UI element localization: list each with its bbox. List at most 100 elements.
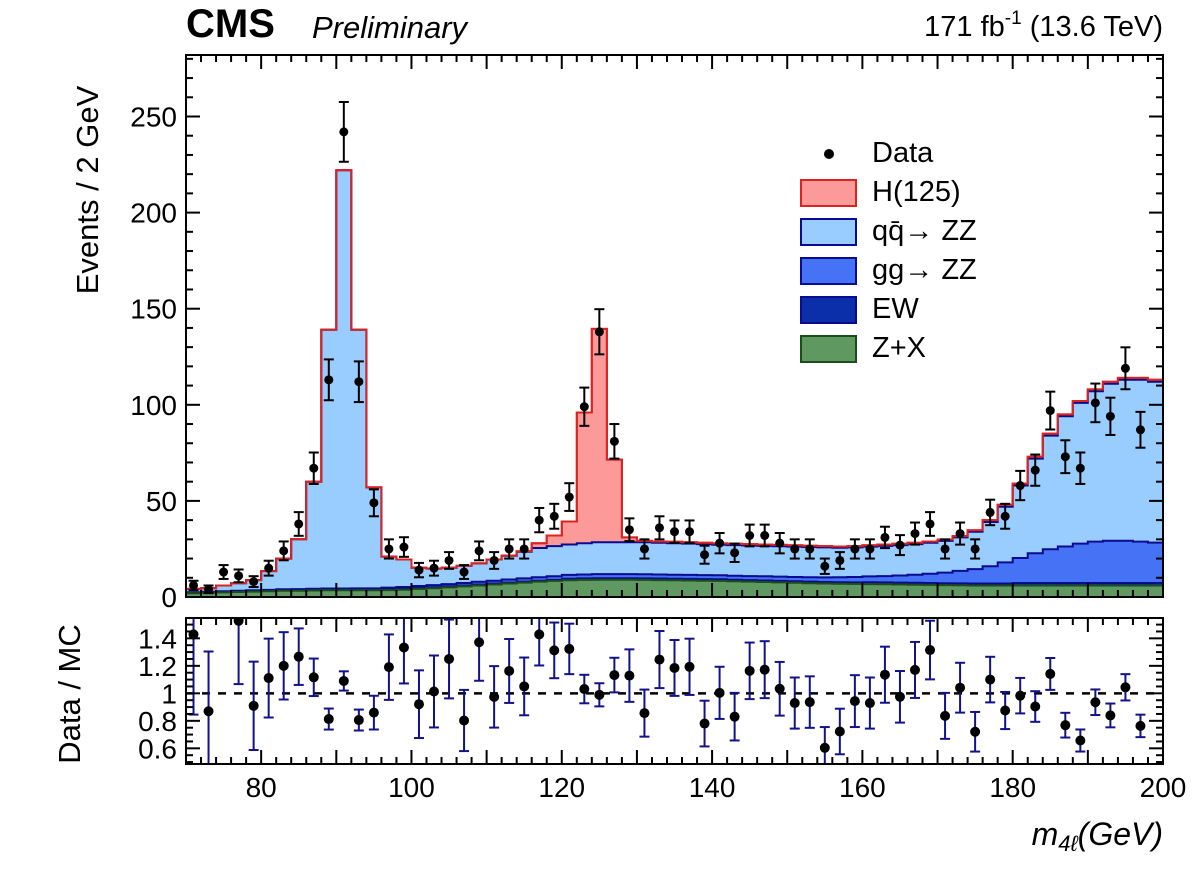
data-point	[1090, 398, 1100, 408]
data-point	[670, 527, 679, 537]
data-point	[609, 436, 619, 446]
ratio-point	[398, 642, 409, 653]
ratio-point	[925, 645, 936, 656]
main-frame	[185, 54, 1164, 598]
data-point	[204, 584, 214, 594]
ratio-point	[909, 664, 920, 675]
legend-item-2: qq̄→ ZZ	[800, 212, 977, 251]
data-point	[234, 571, 244, 581]
ratio-y-tick-label: 1.4	[138, 623, 177, 654]
data-point	[549, 511, 559, 521]
legend-swatch	[800, 178, 857, 207]
ratio-point	[639, 708, 650, 719]
data-point	[880, 532, 890, 542]
data-point	[429, 563, 439, 573]
ratio-point	[1030, 701, 1041, 712]
data-point	[489, 555, 499, 565]
ratio-y-tick-label: 1.2	[138, 651, 177, 682]
ratio-point	[429, 686, 440, 697]
ratio-point	[579, 684, 590, 695]
ratio-point	[759, 664, 770, 675]
tick-labels: 0 50 100 150 200 250 0.60.811.21.4 80 100 120 140 1…	[130, 102, 1186, 803]
ratio-y-tick-label: 0.6	[138, 733, 177, 764]
ratio-point	[879, 669, 890, 680]
ratio-point	[1075, 735, 1086, 746]
main-y-tick-label: 0	[161, 582, 177, 613]
ratio-point	[669, 662, 680, 673]
ratio-point	[1105, 710, 1116, 721]
ratio-frame	[185, 617, 1164, 765]
data-point	[219, 567, 229, 577]
main-panel	[186, 169, 1163, 597]
main-y-tick-label: 200	[130, 198, 177, 229]
ratio-point	[248, 700, 259, 711]
ratio-point	[1015, 690, 1026, 701]
data-point	[399, 542, 409, 552]
legend-item-0: Data	[800, 134, 977, 173]
ratio-point	[729, 711, 740, 722]
ratio-y-tick-label: 1	[161, 678, 177, 709]
ratio-point	[263, 673, 274, 684]
data-point	[564, 492, 574, 502]
ratio-point	[278, 660, 289, 671]
ratio-point	[1060, 720, 1071, 731]
data-point	[1000, 511, 1010, 521]
ratio-point	[804, 697, 815, 708]
data-point	[1060, 452, 1070, 462]
data-point	[985, 507, 995, 517]
data-point	[715, 538, 725, 548]
legend: Data H(125) qq̄→ ZZ gg→ ZZ EW Z+X	[800, 134, 977, 368]
x-tick-label: 160	[839, 772, 886, 803]
data-point	[594, 327, 604, 337]
data-point	[700, 550, 710, 560]
data-point	[1015, 481, 1025, 491]
preliminary-label: Preliminary	[312, 10, 468, 45]
main-y-tick-label: 150	[130, 294, 177, 325]
data-point	[835, 555, 845, 565]
data-point	[790, 544, 800, 554]
ratio-point	[368, 707, 379, 718]
ratio-point	[293, 651, 304, 662]
data-point	[1135, 425, 1145, 435]
ratio-point	[849, 696, 860, 707]
ratio-point	[459, 715, 470, 726]
x-title-m: m	[1031, 816, 1059, 852]
x-tick-label: 140	[689, 772, 736, 803]
ratio-point	[323, 714, 334, 725]
main-y-tick-label: 50	[146, 486, 177, 517]
ratio-point	[1120, 682, 1131, 693]
ratio-point	[940, 710, 951, 721]
data-point	[504, 544, 514, 554]
data-point	[1075, 463, 1085, 473]
ratio-point	[624, 670, 635, 681]
data-point	[384, 544, 394, 554]
ratio-point	[504, 665, 515, 676]
ratio-point	[308, 672, 319, 683]
data-point	[309, 463, 319, 473]
ratio-point	[549, 645, 560, 656]
ratio-point	[594, 689, 605, 700]
data-point	[369, 498, 379, 508]
data-point	[820, 561, 830, 571]
ratio-point	[789, 698, 800, 709]
ratio-point	[699, 718, 710, 729]
lumi-energy: (13.6 TeV)	[1021, 11, 1163, 43]
lumi-exponent: -1	[1004, 8, 1022, 29]
data-marker-icon	[823, 148, 834, 159]
data-point	[955, 529, 965, 539]
ratio-point	[1135, 720, 1146, 731]
ratio-point	[1090, 697, 1101, 708]
x-tick-label: 80	[246, 772, 277, 803]
data-point	[760, 530, 770, 540]
ratio-point	[714, 687, 725, 698]
x-tick-label: 100	[388, 772, 435, 803]
data-point	[414, 565, 424, 575]
data-point	[624, 525, 634, 535]
ratio-point	[338, 675, 349, 686]
data-point	[775, 538, 785, 548]
data-point	[444, 555, 454, 565]
data-point	[519, 544, 529, 554]
cms-logo-text: CMS	[186, 2, 275, 46]
ratio-point	[489, 691, 500, 702]
